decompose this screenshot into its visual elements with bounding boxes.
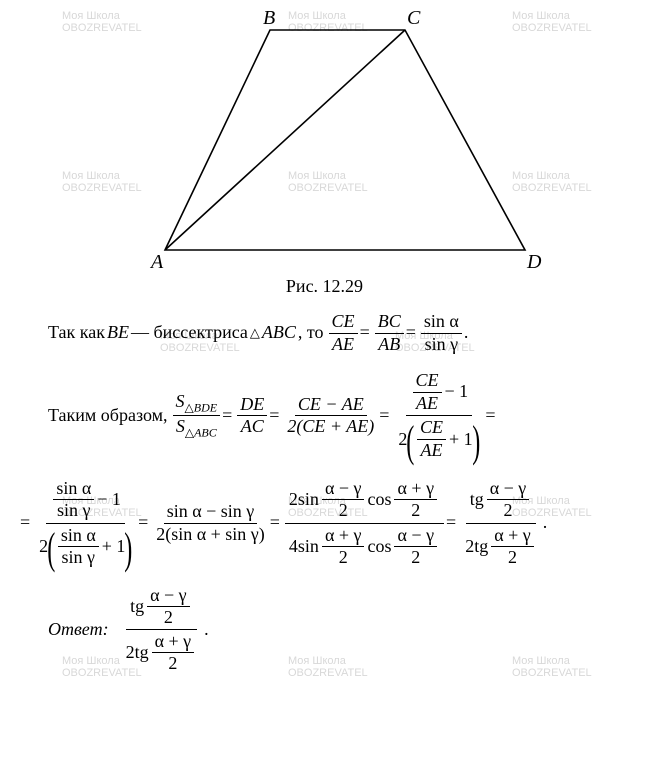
triangle-sym: △ xyxy=(250,325,260,341)
frac-tg: tg α − γ2 2tg α + γ2 xyxy=(461,477,541,570)
line-2: Таким образом, S△BDE S△ABC = DE AC = CE … xyxy=(20,369,629,462)
frac-answer: tg α − γ2 2tg α + γ2 xyxy=(122,584,202,675)
answer-label: Ответ: xyxy=(48,619,109,640)
label-d: D xyxy=(526,251,542,270)
dot: . xyxy=(543,512,548,534)
text: — биссектриса xyxy=(131,322,248,344)
frac-ce-ae: CE AE xyxy=(329,311,358,355)
dot: . xyxy=(464,322,469,344)
figure-container: A B C D xyxy=(20,10,629,270)
label-c: C xyxy=(407,10,421,29)
var-be: BE xyxy=(107,322,129,344)
answer-row: Ответ: tg α − γ2 2tg α + γ2 . xyxy=(20,584,629,675)
abc: ABC xyxy=(262,322,296,344)
frac-s-ratio: S△BDE S△ABC xyxy=(173,391,221,440)
frac-bc-ab: BC AB xyxy=(375,311,404,355)
frac-compound-1: CEAE − 1 2 ( CEAE + 1 ) xyxy=(394,369,483,462)
dot: . xyxy=(204,619,209,640)
frac-compound-2: sin αsin γ − 1 2 ( sin αsin γ + 1 ) xyxy=(35,477,136,570)
eq: = xyxy=(270,512,280,534)
label-b: B xyxy=(263,10,275,29)
text: Таким образом, xyxy=(48,405,168,427)
text: , то xyxy=(298,322,324,344)
eq: = xyxy=(485,405,495,427)
line-3: = sin αsin γ − 1 2 ( sin αsin γ + 1 ) = … xyxy=(20,477,629,570)
eq: = xyxy=(379,405,389,427)
frac-sin-diff: sin α − sin γ 2(sin α + sin γ) xyxy=(153,501,268,545)
eq: = xyxy=(269,405,279,427)
eq: = xyxy=(360,322,370,344)
label-a: A xyxy=(149,251,164,270)
eq: = xyxy=(20,512,30,534)
text: Так как xyxy=(48,322,105,344)
figure-caption: Рис. 12.29 xyxy=(20,276,629,297)
trapezoid-figure: A B C D xyxy=(95,10,555,270)
frac-sincos: 2sin α − γ2 cos α + γ2 4sin α + γ2 cos α… xyxy=(285,477,444,570)
frac-de-ac: DE AC xyxy=(237,394,267,438)
frac-ce-ae-diff: CE − AE 2(CE + AE) xyxy=(284,394,377,438)
eq: = xyxy=(406,322,416,344)
line-1: Так как BE — биссектриса △ ABC , то CE A… xyxy=(20,311,629,355)
eq: = xyxy=(446,512,456,534)
eq: = xyxy=(222,405,232,427)
frac-sina-sing: sin α sin γ xyxy=(421,311,462,355)
eq: = xyxy=(138,512,148,534)
